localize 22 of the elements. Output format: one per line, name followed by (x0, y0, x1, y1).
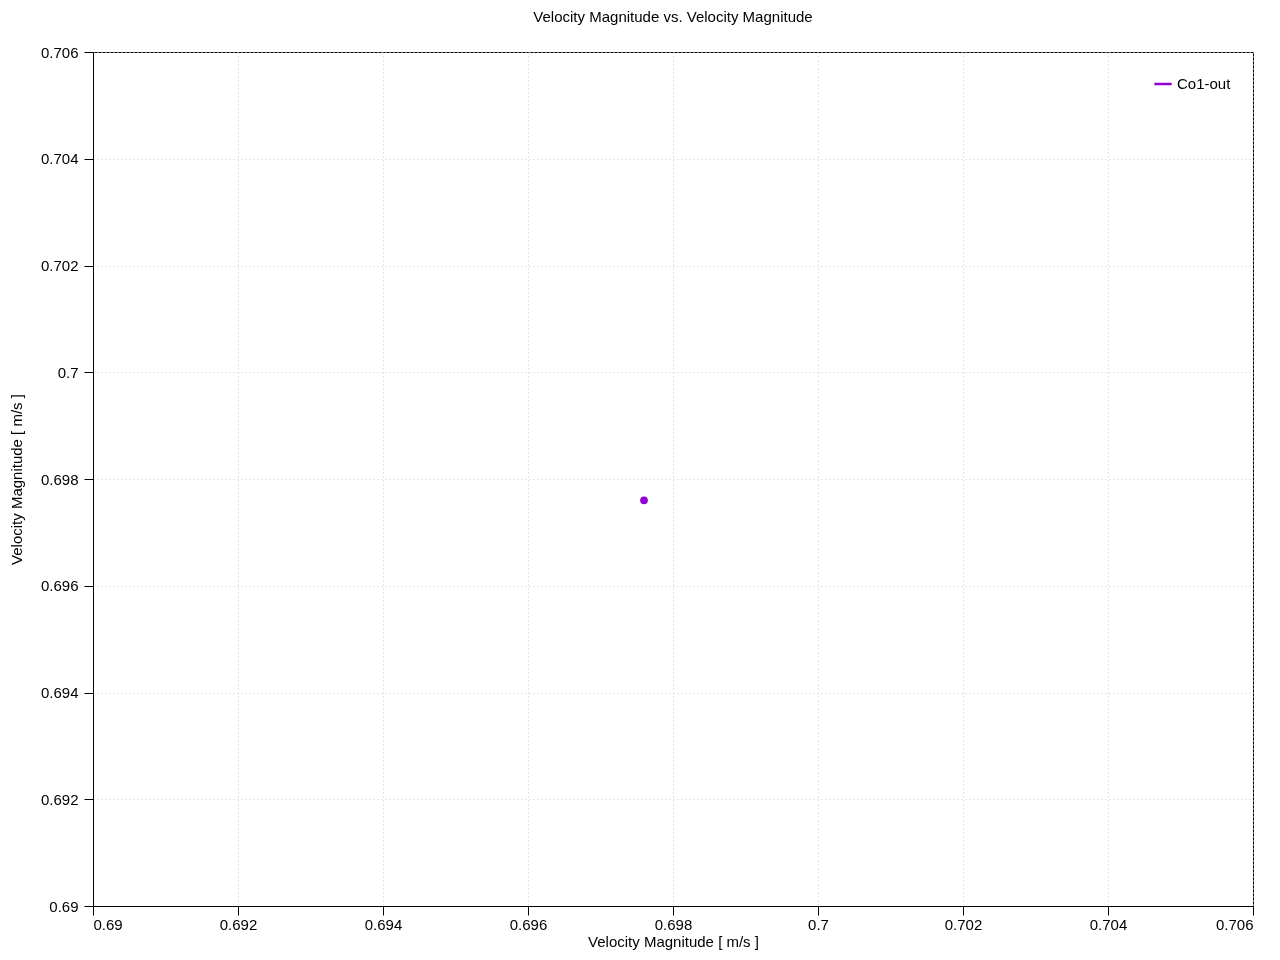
x-tick-label: 0.696 (509, 915, 548, 933)
x-tick-label: 0.694 (364, 915, 403, 933)
chart-title: Velocity Magnitude vs. Velocity Magnitude (533, 8, 813, 25)
y-tick-label: 0.692 (40, 790, 79, 808)
x-axis-title: Velocity Magnitude [ m/s ] (588, 932, 759, 950)
x-tick-label: 0.692 (219, 915, 258, 933)
y-tick-label: 0.702 (40, 257, 79, 274)
y-tick-label: 0.698 (40, 470, 79, 488)
y-tick-label: 0.704 (40, 150, 79, 168)
y-axis-title: Velocity Magnitude [ m/s ] (7, 394, 25, 565)
y-tick-label: 0.694 (40, 684, 79, 701)
legend-label: Co1-out (1177, 75, 1232, 92)
y-tick-label: 0.7 (57, 363, 79, 381)
y-tick-label: 0.696 (40, 577, 79, 595)
x-tick-label: 0.704 (1089, 915, 1128, 933)
y-tick-label: 0.706 (40, 43, 79, 61)
x-tick-label: 0.698 (654, 915, 693, 933)
x-tick-label: 0.706 (1215, 915, 1254, 933)
x-tick-label: 0.702 (944, 915, 983, 933)
y-tick-label: 0.69 (49, 897, 79, 915)
x-tick-label: 0.7 (808, 915, 829, 933)
x-tick-label: 0.69 (93, 915, 123, 933)
